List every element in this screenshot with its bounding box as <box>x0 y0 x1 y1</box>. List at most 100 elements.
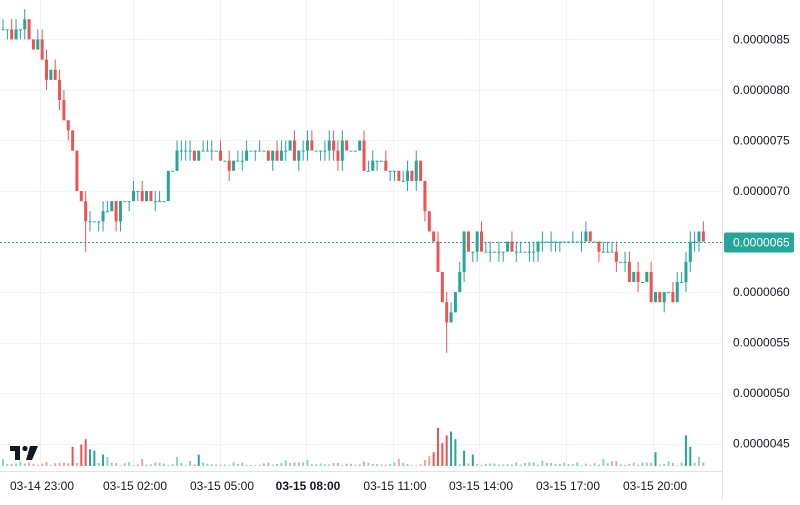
candle-body <box>118 201 122 222</box>
volume-bar <box>641 462 644 466</box>
candle-body <box>545 241 549 243</box>
volume-bar <box>554 464 557 466</box>
volume-bar <box>698 456 700 466</box>
candle-body <box>323 150 327 152</box>
candle-body <box>458 271 462 293</box>
candle-body <box>145 191 149 202</box>
candle-body <box>14 29 18 40</box>
volume-bar <box>510 464 513 466</box>
volume-bar <box>36 464 39 466</box>
candle-body <box>10 29 14 40</box>
candle-body <box>632 271 636 282</box>
volume-bar <box>497 464 500 466</box>
candle-body <box>675 281 679 303</box>
volume-bar <box>441 443 444 466</box>
volume-bar <box>202 462 205 466</box>
candle-body <box>184 150 188 152</box>
volume-bar <box>162 463 165 466</box>
volume-bar <box>367 462 370 466</box>
grid <box>0 0 722 471</box>
volume-bar <box>637 464 640 466</box>
candle-body <box>432 231 436 242</box>
tradingview-logo-icon[interactable] <box>8 440 44 464</box>
volume-bar <box>280 462 283 466</box>
candle-body <box>5 29 9 31</box>
candle-body <box>105 211 109 213</box>
candle-body <box>445 302 449 323</box>
candle-body <box>249 150 253 152</box>
volume-bar <box>597 464 600 466</box>
volume-bar <box>128 462 131 466</box>
volume-bar <box>519 464 522 466</box>
candle-body <box>593 241 597 243</box>
volume-bar <box>67 463 70 466</box>
candle-body <box>314 150 318 152</box>
candle-body <box>601 251 605 253</box>
candle-body <box>671 292 675 303</box>
candle-body <box>240 160 244 162</box>
volume-bar <box>354 464 357 466</box>
volume-bar <box>667 461 670 466</box>
candle-body <box>171 170 175 172</box>
candle-body <box>36 39 40 50</box>
candle-body <box>540 241 544 243</box>
candle-body <box>693 241 697 243</box>
candle-body <box>493 251 497 253</box>
volume-bar <box>319 463 322 466</box>
volume-bar <box>484 463 487 466</box>
candle-body <box>419 160 423 181</box>
volume-bar <box>584 463 587 466</box>
volume-bar <box>41 463 44 466</box>
volume-bar <box>480 465 483 466</box>
candle-body <box>66 120 70 131</box>
volume-bar <box>276 463 279 466</box>
candle-body <box>271 150 275 161</box>
candles <box>1 9 705 353</box>
volume-bar <box>558 463 561 466</box>
volume-bar <box>606 463 609 466</box>
volume-bar <box>306 460 309 466</box>
volume-bar <box>550 463 553 466</box>
time-axis-labels: 03-14 23:00 03-15 02:00 03-15 05:00 03-15 0… <box>0 471 722 493</box>
volume-bar <box>267 462 270 466</box>
volume-bar <box>567 464 570 466</box>
volume-bar <box>132 465 135 466</box>
candle-body <box>258 150 262 152</box>
volume-bar <box>89 449 91 466</box>
candle-body <box>410 170 414 181</box>
volume-bar <box>32 463 35 466</box>
candle-body <box>101 211 105 222</box>
volume-bar <box>10 464 13 466</box>
volume-bar <box>110 462 113 466</box>
volume-bar <box>624 464 627 466</box>
volume-bar <box>84 439 87 466</box>
volume-bar <box>541 460 544 466</box>
volume-bar <box>215 464 218 466</box>
candle-body <box>480 231 483 252</box>
volume-bar <box>576 462 579 466</box>
candle-body <box>140 191 144 202</box>
candle-body <box>197 150 201 161</box>
candle-body <box>71 130 75 151</box>
volume-bar <box>75 462 78 466</box>
volume-bar <box>23 463 26 466</box>
candle-body <box>188 150 192 152</box>
volume-bar <box>263 463 265 466</box>
volume-bar <box>450 431 453 466</box>
volume-bar <box>123 463 126 466</box>
volume-bar <box>149 464 152 466</box>
volume-bar <box>80 444 83 466</box>
volume-bar <box>423 460 426 466</box>
volume-bar <box>154 462 157 466</box>
price-tick-label: 0.0000075 <box>733 133 790 147</box>
candle-body <box>158 201 162 203</box>
volume-bar <box>571 464 574 466</box>
time-tick-label: 03-15 08:00 <box>276 479 341 493</box>
candle-body <box>92 221 96 223</box>
candle-body <box>449 312 453 323</box>
candle-body <box>627 261 631 282</box>
volume-bar <box>6 464 9 466</box>
volume-bar <box>476 463 479 466</box>
